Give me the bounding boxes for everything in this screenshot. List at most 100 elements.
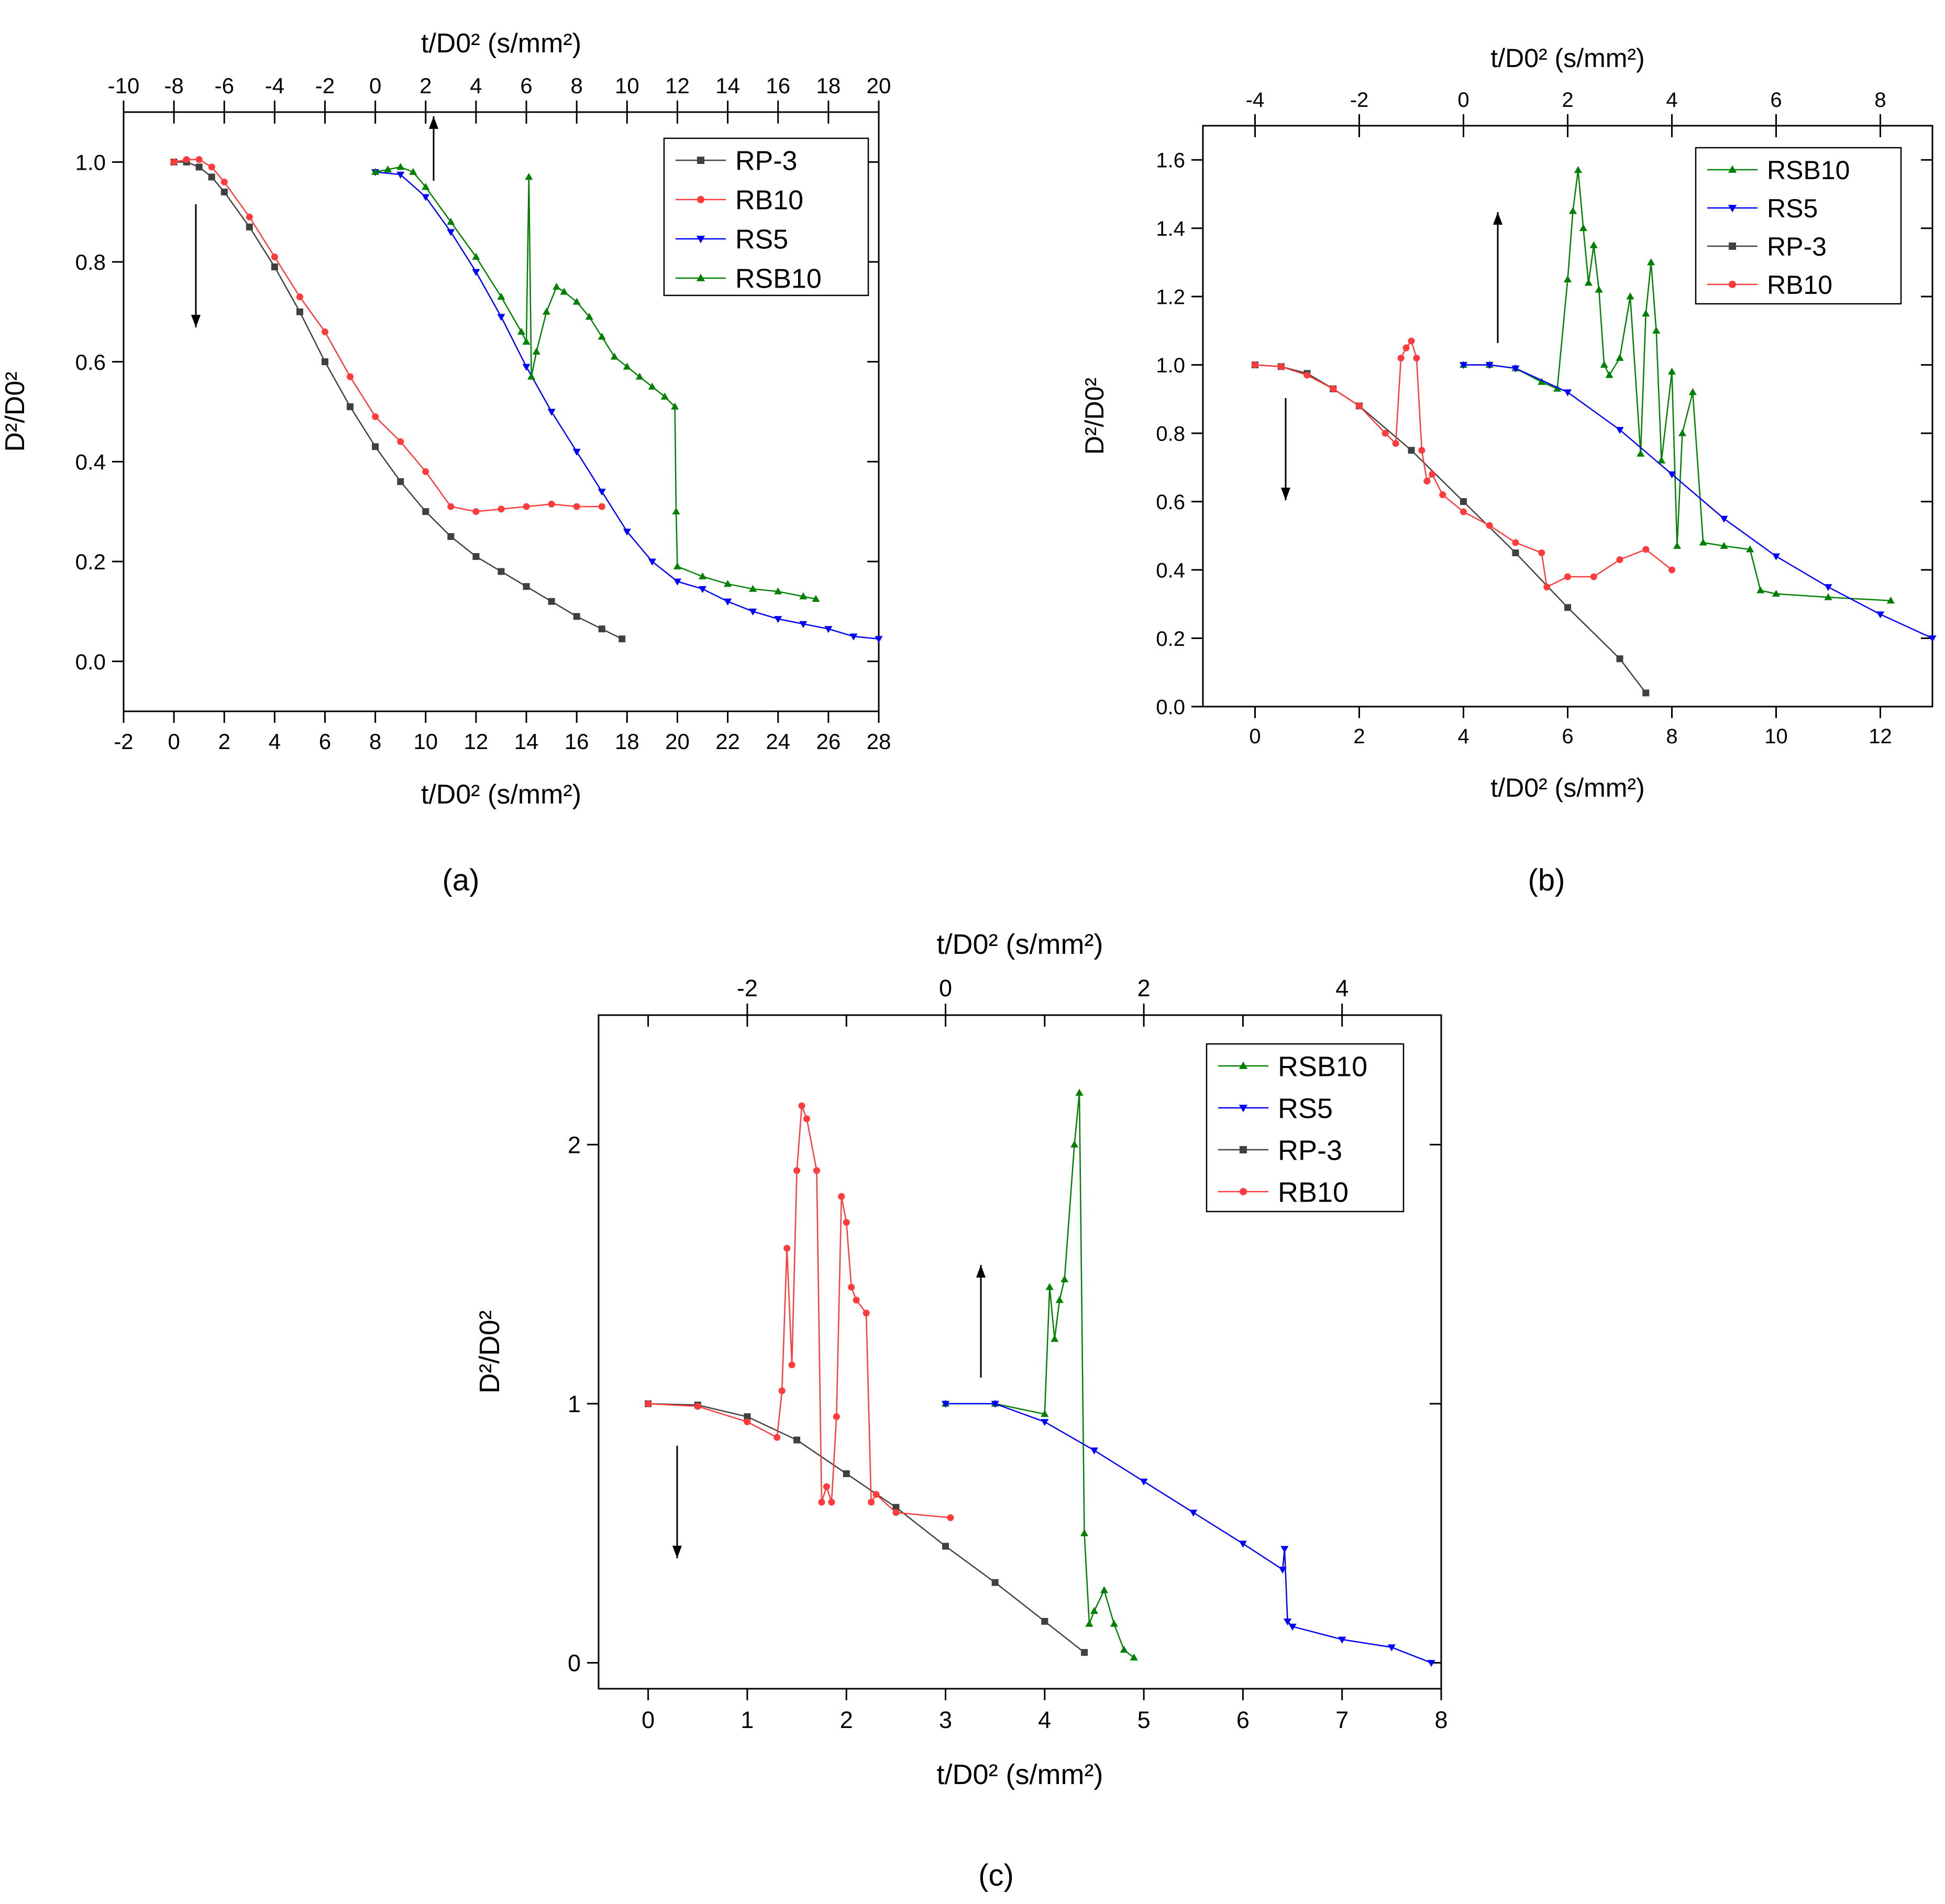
x-tick-label: 0 <box>642 1707 655 1733</box>
y-tick-label: 1.6 <box>1156 149 1185 172</box>
x-tick-label: 6 <box>1562 725 1573 748</box>
data-point <box>892 1504 900 1511</box>
data-point <box>942 1543 949 1550</box>
data-point <box>548 500 555 508</box>
x-top-tick-label: 2 <box>1137 975 1151 1001</box>
data-point <box>517 327 525 335</box>
data-point <box>347 403 354 410</box>
data-point <box>447 229 455 236</box>
data-point <box>623 362 631 370</box>
data-point <box>724 580 732 587</box>
x-tick-label: 1 <box>741 1707 754 1733</box>
data-point <box>422 508 429 515</box>
data-point <box>422 183 430 190</box>
data-point <box>744 1418 751 1426</box>
arrow-up-icon-head <box>429 116 438 129</box>
data-point <box>798 1102 805 1109</box>
legend-label: RSB10 <box>1278 1051 1367 1082</box>
data-point <box>1928 635 1937 643</box>
data-point <box>572 448 581 456</box>
data-point <box>645 1400 652 1407</box>
data-point <box>1081 1649 1088 1656</box>
data-point <box>694 1403 701 1410</box>
data-point <box>598 625 605 633</box>
data-point <box>1085 1620 1093 1627</box>
data-point <box>793 1436 801 1444</box>
panel-a: -2 0 2 4 6 8 10 12 14 16 18 20 22 24 26 28-10 -8 -6 -4 -2 0 2… <box>0 28 891 897</box>
legend-label: RSB10 <box>735 264 822 294</box>
data-point <box>749 585 757 592</box>
x-tick-label: 8 <box>369 729 381 754</box>
data-point <box>803 1115 811 1122</box>
x-tick-label: 3 <box>939 1707 952 1733</box>
data-point <box>1041 1617 1048 1625</box>
data-point <box>1876 611 1885 619</box>
legend-marker <box>697 196 704 203</box>
x-tick-label: 24 <box>766 729 790 754</box>
data-point <box>941 1401 950 1408</box>
data-point <box>548 598 555 605</box>
data-point <box>1652 326 1661 334</box>
legend-label: RP-3 <box>735 146 797 177</box>
x-top-tick-label: 16 <box>766 73 790 98</box>
data-point <box>778 1387 786 1394</box>
x-tick-label: 8 <box>1434 1707 1447 1733</box>
series-rp-3 <box>645 1400 1088 1656</box>
data-point <box>1045 1283 1054 1290</box>
data-point <box>1080 1529 1089 1536</box>
data-point <box>497 314 505 321</box>
x-tick-label: 5 <box>1137 1707 1151 1733</box>
series-rb10 <box>645 1102 954 1522</box>
data-point <box>1746 545 1754 553</box>
data-point <box>848 1283 855 1291</box>
legend-label: RSB10 <box>1767 156 1850 185</box>
y-tick-label: 0.4 <box>1156 559 1185 582</box>
x-top-tick-label: -4 <box>1246 89 1265 112</box>
data-point <box>1616 354 1624 361</box>
data-point <box>547 409 556 416</box>
x-top-tick-label: 2 <box>1562 89 1573 112</box>
x-tick-label: 4 <box>1038 1707 1051 1733</box>
x-top-tick-label: 14 <box>715 73 740 98</box>
series-line <box>173 159 602 512</box>
data-point <box>552 282 561 290</box>
data-point <box>1418 447 1425 454</box>
x-tick-label: 28 <box>867 729 891 754</box>
legend-label: RP-3 <box>1767 232 1827 261</box>
data-point <box>1657 456 1666 464</box>
data-point <box>573 613 580 620</box>
data-point <box>1673 542 1681 549</box>
legend-marker <box>1729 281 1736 288</box>
data-point <box>1699 538 1707 546</box>
data-point <box>1277 363 1285 370</box>
series-line <box>945 1403 1432 1664</box>
x-top-tick-label: -6 <box>215 73 234 98</box>
plot-frame <box>598 1014 1442 1690</box>
x-tick-label: 8 <box>1666 725 1677 748</box>
data-point <box>671 402 679 410</box>
x-tick-label: 2 <box>1353 725 1365 748</box>
data-point <box>447 217 455 225</box>
x-top-axis-title: t/D0² (s/mm²) <box>421 28 581 59</box>
data-point <box>1563 389 1572 397</box>
series-rp-3 <box>170 158 626 643</box>
data-point <box>892 1509 900 1516</box>
data-point <box>1402 344 1410 351</box>
legend-marker <box>697 157 704 164</box>
x-tick-label: 10 <box>1764 725 1788 748</box>
data-point <box>372 443 379 450</box>
data-point <box>1075 1088 1084 1096</box>
data-point <box>1392 440 1399 447</box>
panel-c: 0 1 2 3 4 5 6 7 8 -2 0 2 4 0 1 2 t/D0² (s/mm²) t/D0² (s/m… <box>474 929 1448 1892</box>
data-point <box>698 572 707 580</box>
data-point <box>1642 689 1650 697</box>
data-point <box>1647 258 1655 266</box>
x-top-axis-title: t/D0² (s/mm²) <box>937 929 1103 960</box>
data-point <box>1543 584 1551 591</box>
arrow-down-icon-head <box>191 315 201 327</box>
data-point <box>1439 491 1446 499</box>
y-axis-title: D²/D0² <box>1080 378 1109 455</box>
data-point <box>220 178 228 185</box>
data-point <box>497 292 505 300</box>
data-point <box>220 189 228 196</box>
